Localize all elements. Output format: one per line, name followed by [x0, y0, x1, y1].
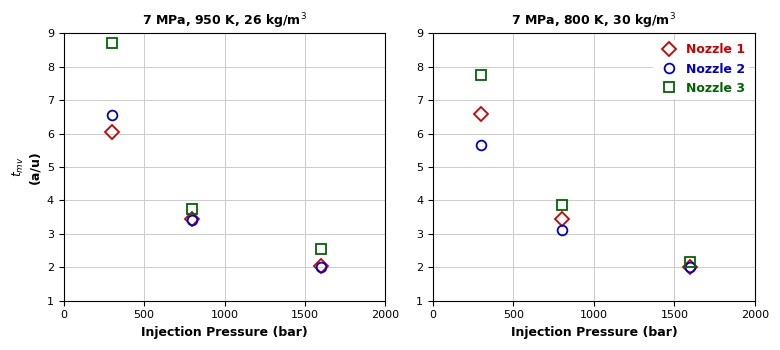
X-axis label: Injection Pressure (bar): Injection Pressure (bar)	[511, 326, 677, 339]
Legend: Nozzle 1, Nozzle 2, Nozzle 3: Nozzle 1, Nozzle 2, Nozzle 3	[653, 40, 749, 99]
Title: 7 MPa, 800 K, 30 kg/m$^3$: 7 MPa, 800 K, 30 kg/m$^3$	[512, 11, 676, 31]
Y-axis label: $t_{mv}$
(a/u): $t_{mv}$ (a/u)	[11, 150, 41, 184]
Title: 7 MPa, 950 K, 26 kg/m$^3$: 7 MPa, 950 K, 26 kg/m$^3$	[142, 11, 307, 31]
X-axis label: Injection Pressure (bar): Injection Pressure (bar)	[141, 326, 308, 339]
